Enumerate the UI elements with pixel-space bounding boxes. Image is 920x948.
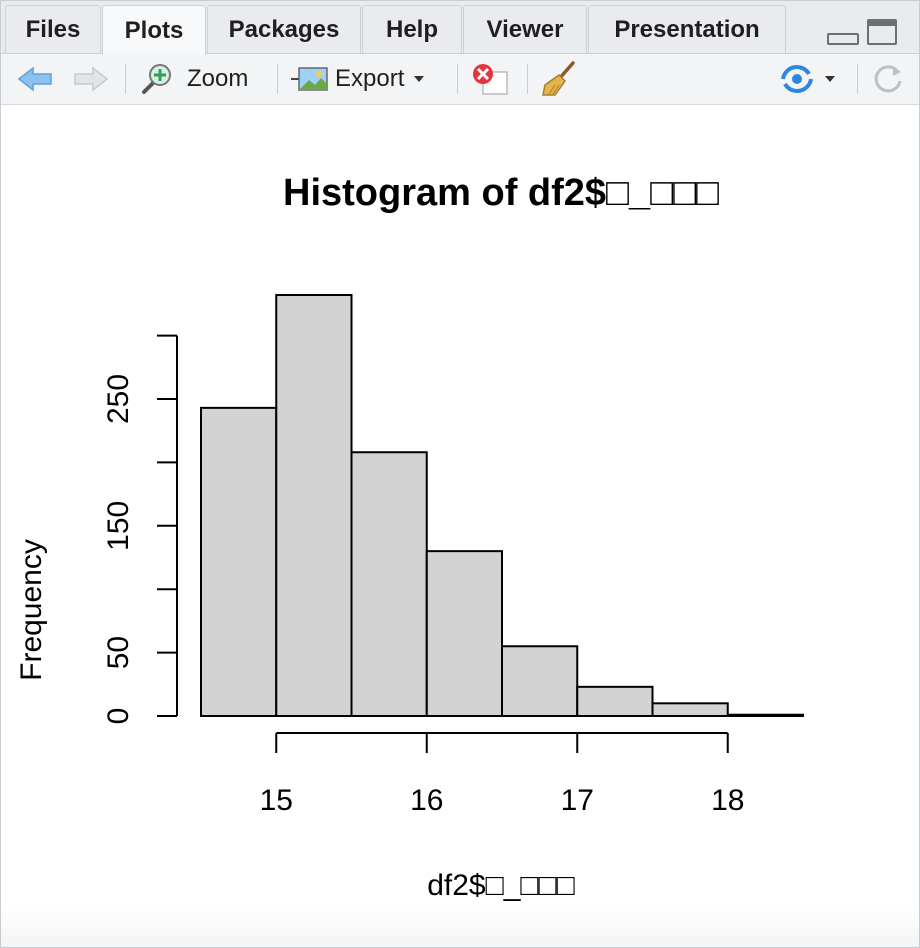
clear-plots-button[interactable] bbox=[541, 54, 577, 104]
publish-icon bbox=[781, 64, 813, 94]
tab-packages[interactable]: Packages bbox=[207, 5, 361, 53]
tab-viewer[interactable]: Viewer bbox=[463, 5, 587, 53]
y-tick-label: 150 bbox=[102, 501, 135, 551]
y-axis: 0 50 150 250 bbox=[102, 334, 178, 725]
refresh-icon bbox=[874, 65, 902, 93]
x-tick-label: 15 bbox=[260, 784, 293, 817]
y-tick-label: 250 bbox=[102, 374, 135, 424]
toolbar-separator bbox=[457, 64, 458, 94]
back-arrow-icon bbox=[17, 66, 52, 92]
toolbar-separator bbox=[527, 64, 528, 94]
tab-help[interactable]: Help bbox=[362, 5, 462, 53]
refresh-button[interactable] bbox=[871, 54, 905, 104]
bottom-fade bbox=[1, 907, 919, 947]
x-axis-label: df2$□_□□□ bbox=[427, 869, 575, 902]
remove-plot-button[interactable] bbox=[471, 54, 511, 104]
tab-presentation[interactable]: Presentation bbox=[588, 5, 786, 53]
toolbar-separator bbox=[277, 64, 278, 94]
chevron-down-icon bbox=[825, 76, 835, 82]
histogram-bar bbox=[726, 713, 804, 718]
publish-button[interactable] bbox=[779, 54, 835, 104]
plots-toolbar: Zoom Export bbox=[1, 54, 919, 105]
chart-title: Histogram of df2$□_□□□ bbox=[283, 172, 719, 214]
x-tick-label: 17 bbox=[561, 784, 594, 817]
tab-plots[interactable]: Plots bbox=[102, 5, 206, 55]
remove-plot-icon bbox=[473, 64, 508, 95]
histogram-bar bbox=[275, 294, 353, 717]
tab-bar: Files Plots Packages Help Viewer Present… bbox=[1, 1, 919, 55]
zoom-button[interactable]: Zoom bbox=[139, 54, 248, 104]
histogram-bar bbox=[501, 645, 579, 718]
plot-area: Histogram of df2$□_□□□ df2$□_□□□ Frequen… bbox=[1, 105, 919, 947]
histogram-bar bbox=[425, 550, 503, 717]
maximize-pane-button[interactable] bbox=[867, 19, 897, 45]
histogram-bar bbox=[350, 451, 428, 717]
export-label: Export bbox=[335, 65, 405, 92]
minimize-pane-button[interactable] bbox=[827, 33, 859, 45]
zoom-label: Zoom bbox=[187, 65, 249, 92]
y-axis-label: Frequency bbox=[15, 539, 48, 681]
y-tick-label: 50 bbox=[102, 636, 135, 669]
histogram-bar bbox=[576, 685, 654, 718]
export-icon bbox=[291, 67, 328, 91]
histogram-bar bbox=[651, 702, 729, 717]
forward-arrow-icon bbox=[74, 66, 109, 92]
zoom-icon bbox=[142, 64, 171, 94]
chevron-down-icon bbox=[414, 76, 425, 82]
forward-button[interactable] bbox=[73, 54, 109, 104]
toolbar-separator bbox=[125, 64, 126, 94]
y-tick-label: 0 bbox=[102, 708, 135, 725]
bars-group bbox=[200, 294, 804, 718]
x-axis: 15 16 17 18 bbox=[260, 732, 744, 817]
histogram-chart: Histogram of df2$□_□□□ df2$□_□□□ Frequen… bbox=[15, 172, 804, 902]
x-tick-label: 18 bbox=[711, 784, 744, 817]
histogram-bar bbox=[200, 406, 278, 717]
x-tick-label: 16 bbox=[410, 784, 443, 817]
toolbar-separator bbox=[857, 64, 858, 94]
tab-files[interactable]: Files bbox=[5, 5, 101, 53]
broom-icon bbox=[542, 61, 575, 96]
export-button[interactable]: Export bbox=[291, 54, 425, 104]
back-button[interactable] bbox=[17, 54, 53, 104]
